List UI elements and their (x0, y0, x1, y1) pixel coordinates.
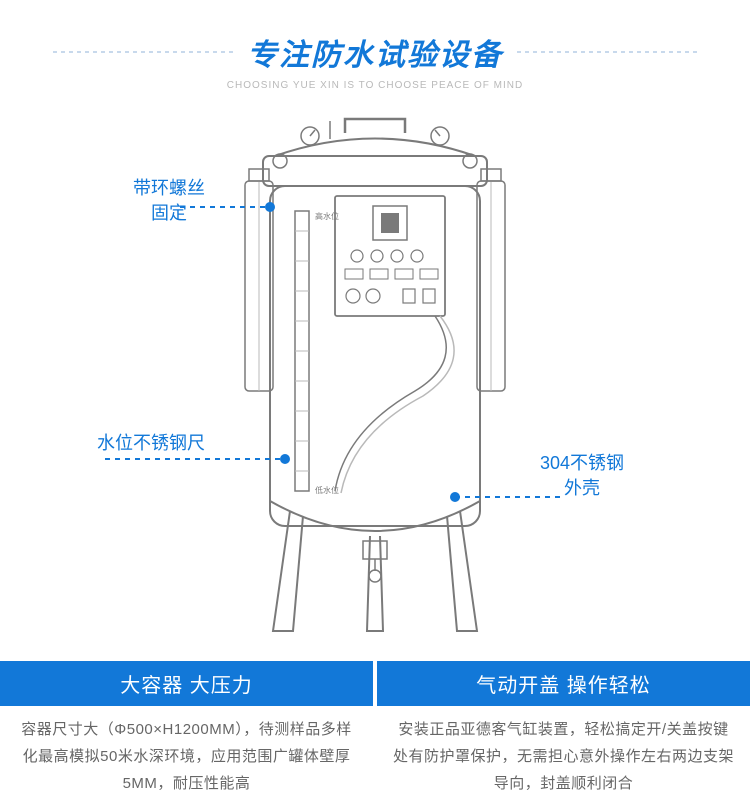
feature-col-1: 大容器 大压力 容器尺寸大（Φ500×H1200MM），待测样品多样化最高模拟5… (0, 661, 373, 807)
divider-right (517, 51, 697, 53)
pointer-level-rule (105, 458, 285, 460)
feature-col-2: 气动开盖 操作轻松 安装正品亚德客气缸装置，轻松搞定开/关盖按键处有防护罩保护，… (377, 661, 750, 807)
divider-left (53, 51, 233, 53)
equipment-diagram: 高水位 低水位 (185, 101, 565, 641)
feature-head-1: 大容器 大压力 (0, 661, 373, 706)
pointer-steel-shell (455, 496, 565, 498)
callout-ring-screw: 带环螺丝固定 (133, 176, 205, 226)
header: 专注防水试验设备 CHOOSING YUE XIN IS TO CHOOSE P… (0, 0, 750, 91)
callout-steel-shell: 304不锈钢外壳 (540, 451, 624, 501)
page-subtitle: CHOOSING YUE XIN IS TO CHOOSE PEACE OF M… (0, 80, 750, 91)
pointer-ring-screw (180, 206, 270, 208)
callout-level-rule: 水位不锈钢尺 (97, 431, 205, 456)
diagram-container: 高水位 低水位 带环螺丝固定水位不锈钢尺 304不锈钢外壳 (0, 91, 750, 651)
feature-body-1: 容器尺寸大（Φ500×H1200MM），待测样品多样化最高模拟50米水深环境，应… (0, 706, 373, 807)
title-row: 专注防水试验设备 (0, 30, 750, 74)
feature-head-2: 气动开盖 操作轻松 (377, 661, 750, 706)
page-title: 专注防水试验设备 (247, 30, 503, 74)
features-table: 大容器 大压力 容器尺寸大（Φ500×H1200MM），待测样品多样化最高模拟5… (0, 661, 750, 807)
feature-body-2: 安装正品亚德客气缸装置，轻松搞定开/关盖按键处有防护罩保护，无需担心意外操作左右… (377, 706, 750, 807)
